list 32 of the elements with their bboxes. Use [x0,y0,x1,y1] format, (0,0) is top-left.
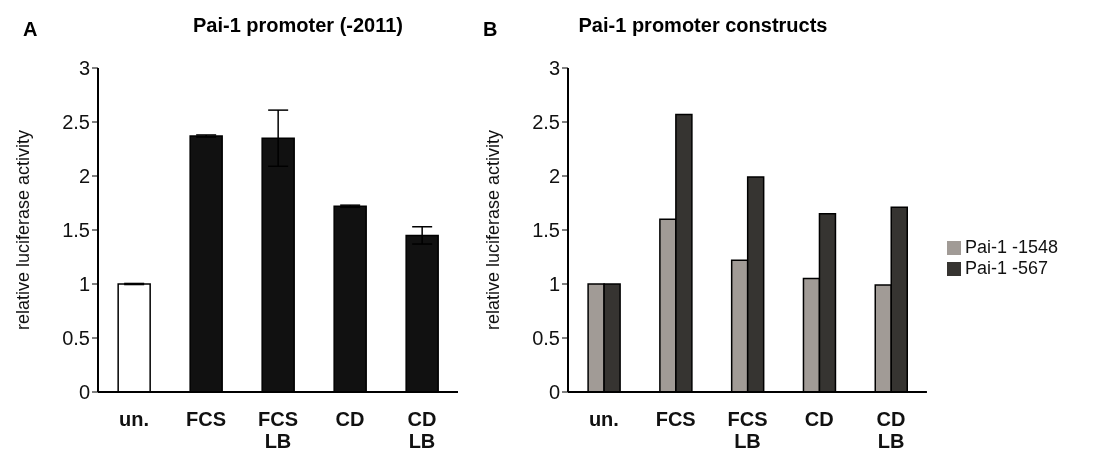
y-axis-title: relative luciferase activity [13,129,34,331]
text: A [23,18,38,40]
legend-label: Pai-1 -567 [964,257,1048,278]
x-tick-label: CD [335,408,365,430]
y-tick-label: 2 [548,165,560,188]
y-tick-label: 0 [78,381,90,404]
y-tick-label: 2 [78,165,90,188]
y-tick-label: 2.5 [62,111,90,134]
y-tick-label: 2.5 [532,111,560,134]
x-tick-label: FCS LB [258,408,298,452]
y-tick-label: 1 [548,273,560,296]
y-tick-label: 1.5 [532,219,560,242]
x-tick-label: CD LB [876,408,906,452]
text: B [483,18,498,40]
x-tick-label: FCS [655,408,696,430]
x-tick-label: un. [119,408,149,430]
chart-title: Pai-1 promoter (-2011) [191,14,405,37]
legend-label: Pai-1 -1548 [964,236,1058,257]
y-tick-label: 1 [78,273,90,296]
y-tick-label: 0.5 [62,327,90,350]
y-tick-label: 3 [548,57,560,80]
chart-title: Pai-1 promoter constructs [577,14,829,37]
y-tick-label: 1.5 [62,219,90,242]
y-tick-label: 0 [548,381,560,404]
x-tick-label: CD LB [407,408,437,452]
y-tick-label: 3 [78,57,90,80]
y-axis-title: relative luciferase activity [483,129,504,331]
y-tick-label: 0.5 [532,327,560,350]
x-tick-label: un. [588,408,619,430]
x-tick-label: CD [804,408,834,430]
x-tick-label: FCS LB [727,408,768,452]
x-tick-label: FCS [186,408,226,430]
